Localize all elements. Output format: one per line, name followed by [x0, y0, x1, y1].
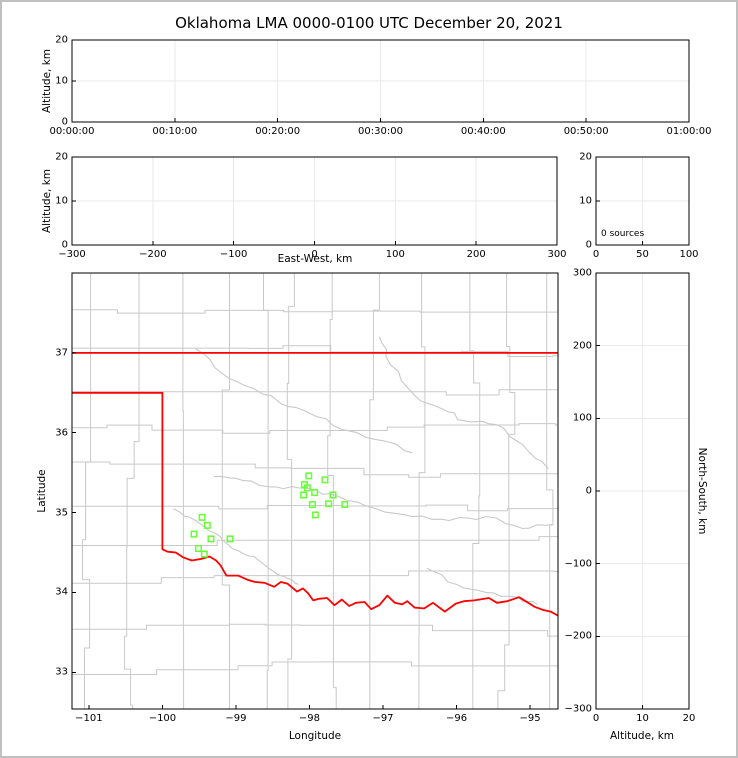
ew_height-y-tick-label: 20	[55, 151, 68, 163]
ns_height-y-tick-label: 200	[572, 340, 592, 352]
map-ylabel: Latitude	[36, 469, 48, 513]
ew_height-y-tick-label: 10	[55, 195, 68, 207]
lma-station-marker	[329, 491, 337, 499]
map-y-tick-label: 34	[55, 586, 68, 598]
map-y-tick-label: 33	[55, 666, 68, 678]
map-x-tick-label: −99	[225, 713, 247, 724]
time-height-ylabel: Altitude, km	[41, 48, 53, 114]
map-x-tick-label: −98	[298, 713, 321, 724]
river-line	[213, 475, 553, 530]
lma-station-marker	[321, 476, 329, 484]
map-xlabel: Longitude	[288, 730, 342, 742]
map-x-tick-label: −96	[445, 713, 468, 724]
lma-station-marker	[203, 521, 211, 529]
lma-station-marker	[308, 501, 316, 509]
time_height-x-tick-label: 01:00:00	[666, 126, 712, 137]
lma-station-marker	[325, 500, 333, 508]
time_height-x-tick-label: 00:20:00	[255, 126, 301, 137]
map-x-tick-label: −95	[519, 713, 541, 724]
ew_height-x-tick-label: −100	[219, 249, 248, 260]
lma-station-marker	[305, 472, 313, 480]
histogram-y-tick-label: 20	[579, 151, 592, 163]
histogram-x-tick-label: 50	[636, 249, 649, 260]
lma-station-marker	[341, 501, 349, 509]
source-count-annotation: 0 sources	[601, 229, 645, 239]
histogram-y-tick-label: 0	[585, 239, 592, 251]
ns_height-y-tick-label: 0	[585, 485, 592, 497]
time_height-x-tick-label: 00:40:00	[460, 126, 506, 137]
river-line	[173, 508, 299, 585]
lma-station-marker	[303, 484, 311, 492]
ns_height-y-tick-label: 100	[572, 412, 592, 424]
map-y-tick-label: 36	[55, 427, 68, 439]
ew_height-x-tick-label: −300	[58, 249, 86, 260]
histogram-y-tick-label: 10	[579, 195, 592, 207]
map-x-tick-label: −100	[148, 713, 177, 724]
time_height-y-tick-label: 20	[55, 34, 68, 46]
time_height-x-tick-label: 00:00:00	[49, 126, 95, 137]
ew_height-y-tick-label: 0	[61, 239, 68, 251]
river-line	[378, 336, 549, 469]
ew_height-x-tick-label: 100	[385, 249, 405, 260]
ns_height-y-tick-label: −200	[564, 630, 592, 642]
lma-station-marker	[226, 535, 234, 543]
lma-station-marker	[300, 491, 308, 499]
figure-title: Oklahoma LMA 0000-0100 UTC December 20, …	[175, 14, 563, 32]
ns-height-xlabel: Altitude, km	[609, 730, 675, 742]
time_height-y-tick-label: 0	[61, 116, 68, 128]
time_height-x-tick-label: 00:50:00	[563, 126, 609, 137]
lma-station-marker	[200, 550, 208, 558]
ns_height-x-tick-label: 10	[636, 713, 649, 724]
map-x-tick-label: −97	[372, 713, 394, 724]
map-x-tick-label: −101	[75, 713, 103, 724]
time_height-x-tick-label: 00:10:00	[152, 126, 198, 137]
lma-station-marker	[311, 511, 319, 519]
ns_height-y-tick-label: −100	[564, 558, 592, 570]
ew_height-x-tick-label: 200	[466, 249, 486, 260]
ew_height-x-tick-label: 0	[311, 249, 318, 260]
lma-station-marker	[311, 489, 319, 497]
histogram-x-tick-label: 100	[679, 249, 699, 260]
ns_height-y-tick-label: −300	[564, 703, 592, 715]
lma-station-marker	[194, 544, 202, 552]
lma-station-marker	[207, 535, 215, 543]
ns-height-ylabel: North-South, km	[696, 447, 708, 535]
histogram-x-tick-label: 0	[592, 249, 600, 260]
map-y-tick-label: 35	[55, 507, 68, 519]
ns_height-x-tick-label: 0	[592, 713, 600, 724]
time_height-x-tick-label: 00:30:00	[358, 126, 403, 137]
ew-height-xlabel: East-West, km	[277, 253, 353, 265]
ew_height-x-tick-label: −200	[139, 249, 167, 260]
ns_height-x-tick-label: 20	[682, 713, 696, 724]
lma-station-marker	[198, 513, 206, 521]
river-line	[195, 348, 413, 454]
lma-station-marker	[190, 530, 198, 538]
ew-height-ylabel: Altitude, km	[41, 168, 53, 234]
map-content	[72, 273, 558, 709]
ns_height-y-tick-label: 300	[572, 267, 592, 279]
state-border-line	[72, 391, 558, 617]
time_height-y-tick-label: 10	[55, 75, 68, 87]
ew_height-x-tick-label: 300	[547, 249, 567, 260]
map-y-tick-label: 37	[55, 347, 68, 359]
